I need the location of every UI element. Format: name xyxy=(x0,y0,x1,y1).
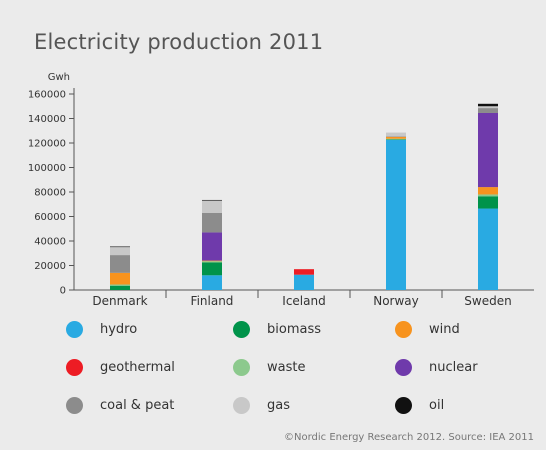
bar-segment xyxy=(110,247,130,256)
bar-segment xyxy=(294,274,314,290)
bar-segment xyxy=(202,232,222,261)
x-tick-label: Iceland xyxy=(282,294,325,308)
bar-segment xyxy=(386,132,406,137)
legend-label: coal & peat xyxy=(100,397,175,413)
legend-item: hydro xyxy=(66,318,137,340)
bar-segment xyxy=(478,208,498,290)
bar-segment xyxy=(386,136,406,139)
legend-label: hydro xyxy=(100,321,138,337)
legend-label: waste xyxy=(267,359,306,375)
legend-item: biomass xyxy=(233,318,321,340)
legend: hydro biomass wind geothermal waste nuclear co… xyxy=(66,318,536,418)
legend-swatch xyxy=(395,396,412,414)
y-tick-label: 160000 xyxy=(28,90,66,101)
legend-label: wind xyxy=(429,321,460,337)
legend-label: nuclear xyxy=(429,359,478,375)
legend-item: waste xyxy=(233,356,305,378)
bar-segment xyxy=(386,136,406,137)
bar-segment xyxy=(294,269,314,275)
legend-label: oil xyxy=(429,397,445,413)
legend-item: oil xyxy=(395,394,444,416)
legend-swatch xyxy=(395,320,412,338)
bar-segment xyxy=(386,139,406,290)
legend-item: gas xyxy=(233,394,290,416)
legend-item: geothermal xyxy=(66,356,175,378)
bar-segment xyxy=(202,275,222,290)
source-note: ©Nordic Energy Research 2012. Source: IE… xyxy=(283,432,534,443)
y-tick-label: 140000 xyxy=(28,114,66,125)
bar-segment xyxy=(478,187,498,195)
legend-label: geothermal xyxy=(100,359,175,375)
y-tick-label: 60000 xyxy=(34,212,66,223)
x-tick-label: Sweden xyxy=(464,294,511,308)
bar-segment xyxy=(478,112,498,188)
bar-segment xyxy=(202,199,222,201)
legend-swatch xyxy=(233,320,250,338)
chart-title: Electricity production 2011 xyxy=(34,30,324,54)
x-tick-label: Finland xyxy=(191,294,234,308)
y-tick-label: 100000 xyxy=(28,163,66,174)
bar-segment xyxy=(110,284,130,286)
legend-item: nuclear xyxy=(395,356,478,378)
y-tick-label: 120000 xyxy=(28,139,66,150)
bar-segment xyxy=(202,261,222,263)
bar-segment xyxy=(478,103,498,107)
y-tick-label: 80000 xyxy=(34,188,66,199)
bar-segment xyxy=(110,285,130,290)
bar-segment xyxy=(478,106,498,109)
bar-segment xyxy=(110,272,130,285)
legend-swatch xyxy=(66,320,83,338)
bar-segment xyxy=(110,255,130,273)
bar-segment xyxy=(202,212,222,233)
legend-label: biomass xyxy=(267,321,321,337)
x-tick-label: Norway xyxy=(373,294,419,308)
y-tick-label: 0 xyxy=(60,286,66,297)
bar-segment xyxy=(386,138,406,140)
y-tick-label: 40000 xyxy=(34,237,66,248)
bar-segment xyxy=(202,260,222,262)
legend-swatch xyxy=(66,396,83,414)
bar-segment xyxy=(478,196,498,209)
bar-segment xyxy=(386,139,406,140)
legend-item: coal & peat xyxy=(66,394,174,416)
legend-swatch xyxy=(395,358,412,376)
legend-swatch xyxy=(233,396,250,414)
bar-segment xyxy=(202,200,222,213)
y-tick-label: 20000 xyxy=(34,261,66,272)
bar-segment xyxy=(478,194,498,197)
legend-swatch xyxy=(66,358,83,376)
bar-segment xyxy=(202,262,222,276)
legend-item: wind xyxy=(395,318,460,340)
bar-segment xyxy=(478,108,498,113)
legend-swatch xyxy=(233,358,250,376)
chart-plot: Gwh 0 20000 40000 60000 80000 100000 120000 1400… xyxy=(28,72,534,308)
y-axis-unit: Gwh xyxy=(48,72,70,83)
legend-label: gas xyxy=(267,397,290,413)
bar-segment xyxy=(110,246,130,248)
x-tick-label: Denmark xyxy=(92,294,147,308)
